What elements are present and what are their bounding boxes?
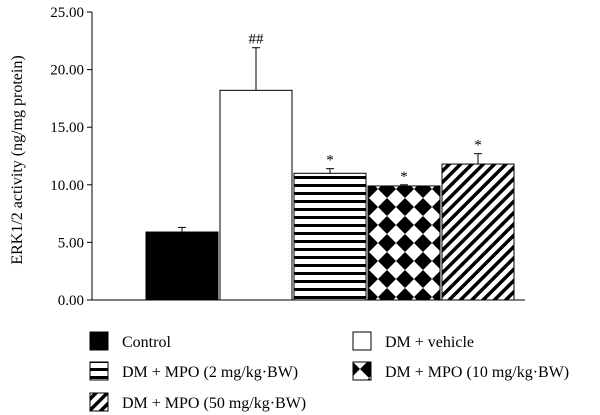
bars: ## * * * [145, 32, 515, 301]
legend-swatch [352, 361, 372, 381]
legend-label: DM + MPO (2 mg/kg·BW) [122, 364, 298, 381]
y-tick-label: 10.00 [50, 178, 84, 194]
bar [145, 231, 219, 301]
bar [293, 172, 367, 301]
legend-label: DM + MPO (50 mg/kg·BW) [122, 395, 306, 412]
y-tick-label: 15.00 [50, 120, 84, 136]
y-tick-label: 0.00 [58, 293, 84, 309]
bar [441, 163, 515, 301]
y-tick-label: 25.00 [50, 5, 84, 21]
significance-mark: ## [249, 32, 265, 48]
legend-swatch [89, 361, 109, 381]
legend: Control DM + vehicle DM + MPO (2 mg/kg·BW)… [89, 331, 569, 412]
legend-label: DM + vehicle [385, 334, 474, 351]
y-tick-label: 20.00 [50, 63, 84, 79]
legend-label: DM + MPO (10 mg/kg·BW) [385, 364, 569, 381]
significance-mark: * [400, 169, 408, 185]
legend-swatch [352, 331, 372, 351]
significance-mark: * [326, 153, 334, 169]
legend-label: Control [122, 334, 171, 351]
significance-mark: * [474, 138, 482, 154]
bar [219, 89, 293, 301]
bar [367, 185, 441, 301]
y-axis-title: ERK1/2 activity (ng/mg protein) [9, 55, 26, 264]
legend-swatch [89, 392, 109, 412]
y-tick-label: 5.00 [58, 235, 84, 251]
legend-swatch [89, 331, 109, 351]
